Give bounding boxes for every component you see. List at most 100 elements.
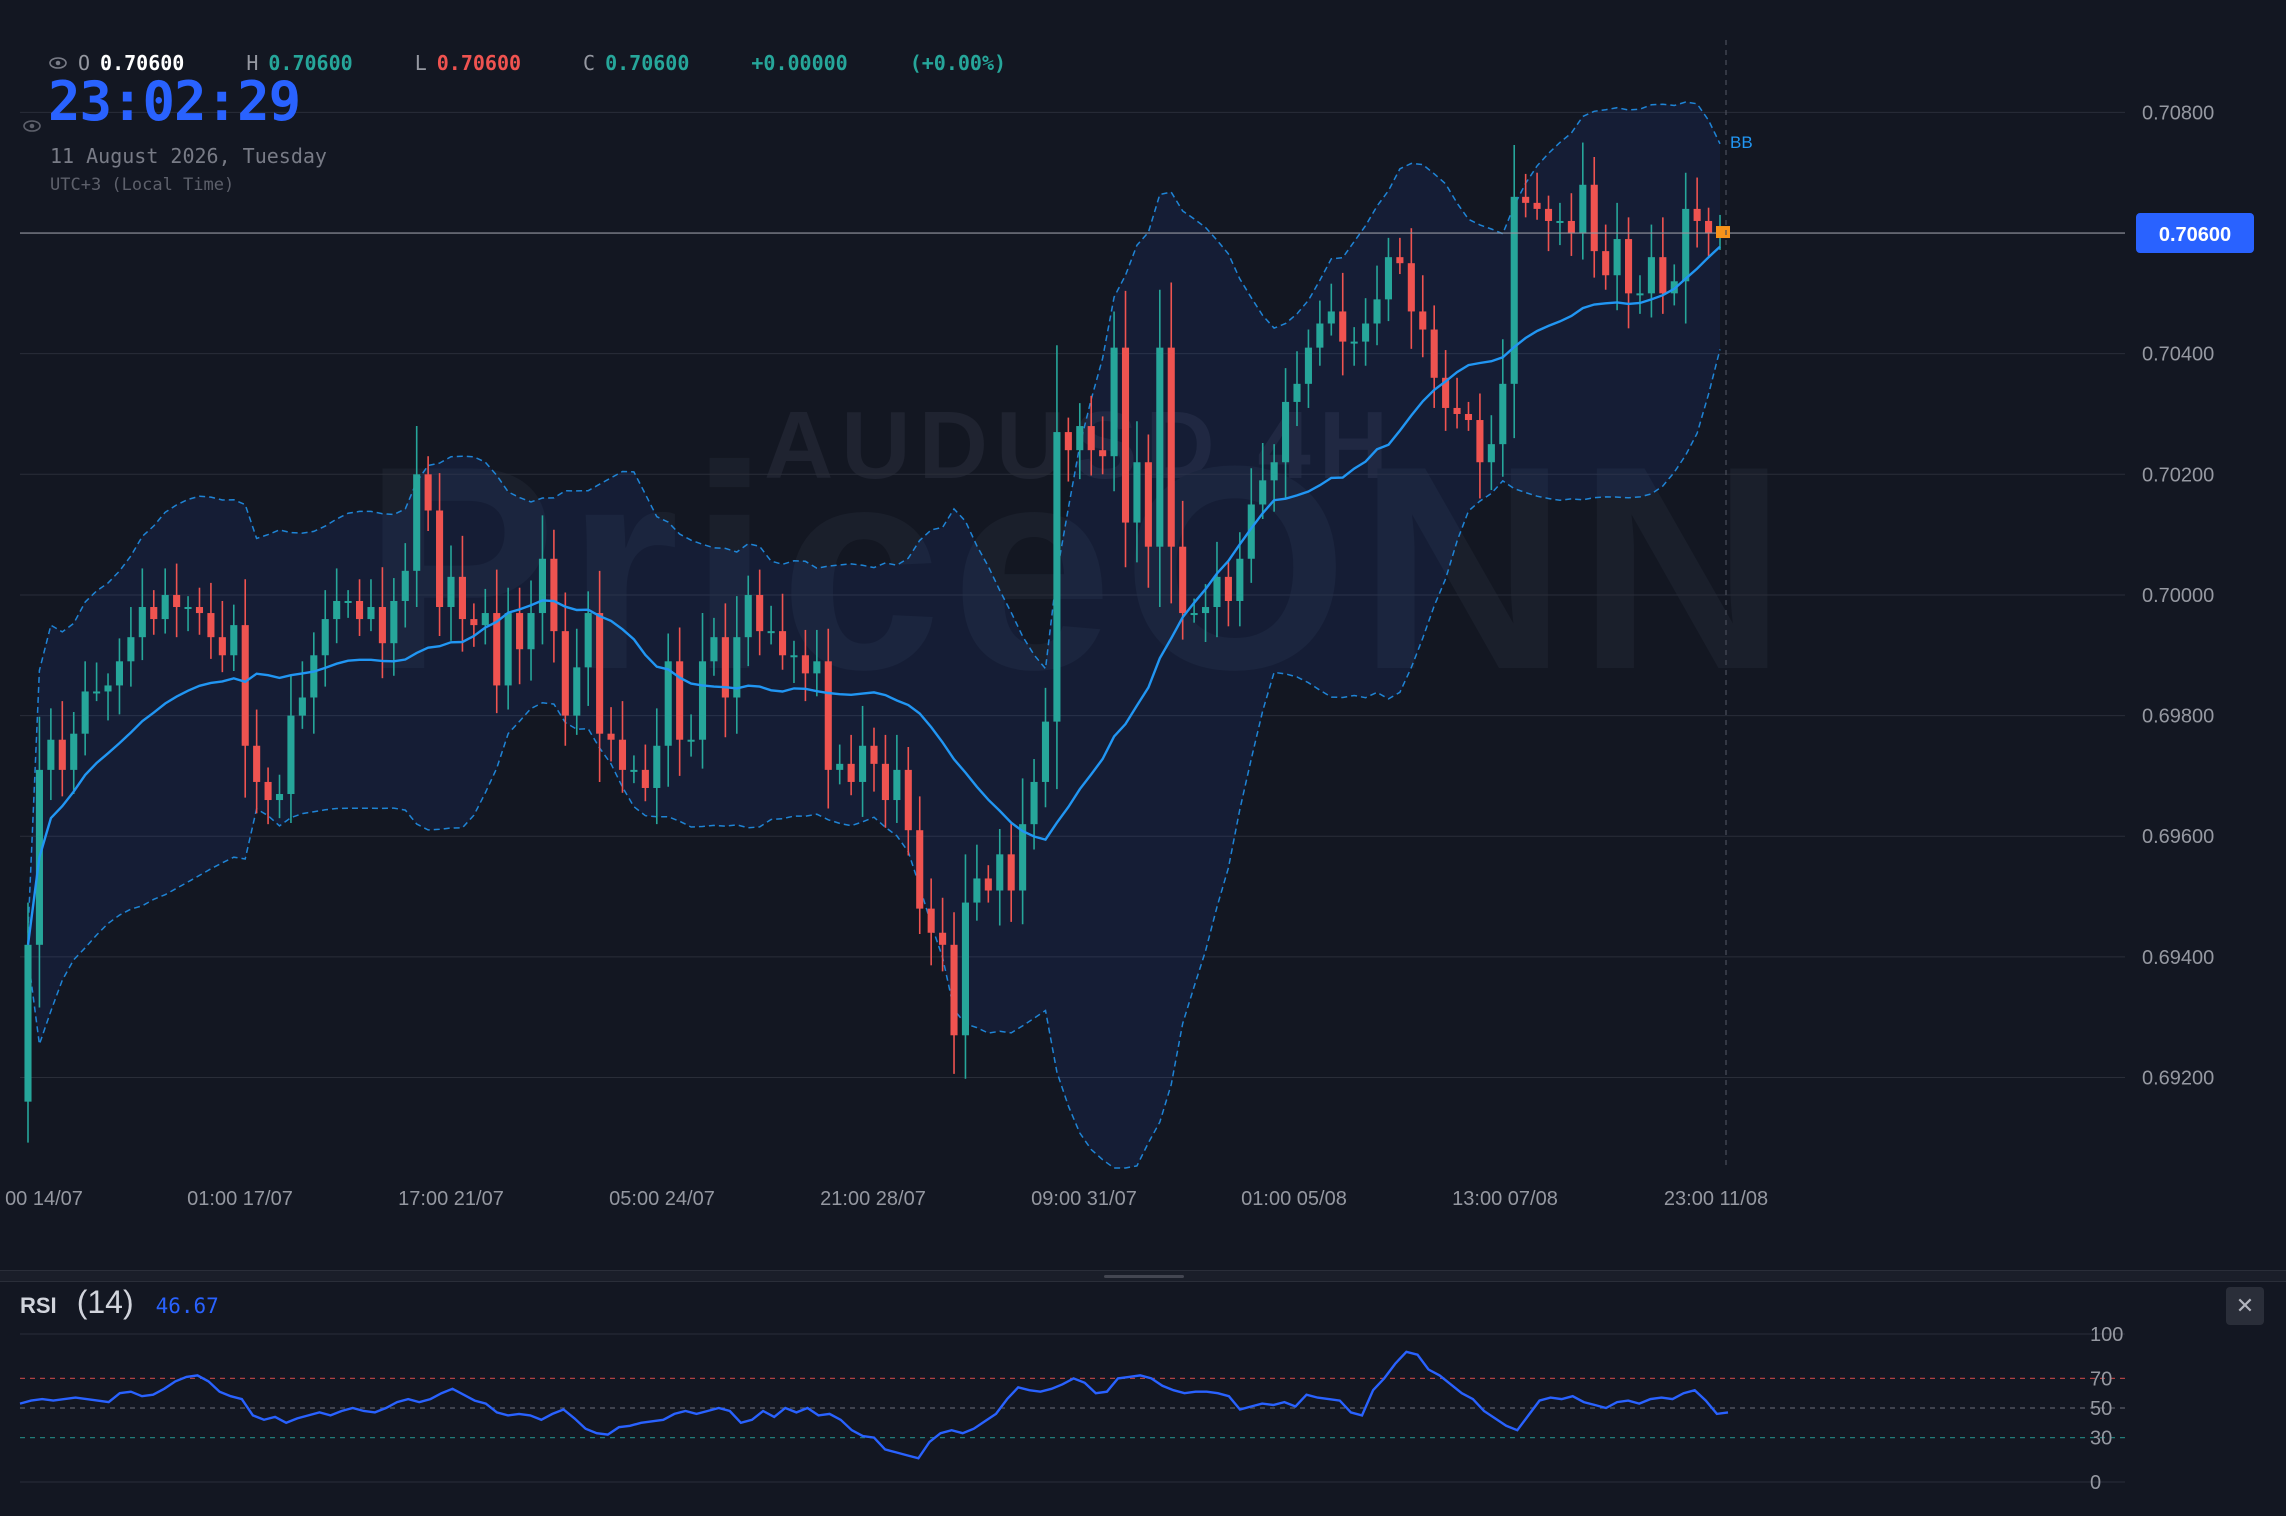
candle-body <box>184 607 192 610</box>
candle <box>241 579 249 798</box>
candle <box>698 613 707 769</box>
candle-body <box>1339 311 1347 342</box>
candle <box>676 627 684 776</box>
candle-body <box>378 607 386 644</box>
candle <box>1442 350 1450 431</box>
candles <box>24 142 1724 1143</box>
eye-icon[interactable] <box>48 53 68 73</box>
candle <box>1373 265 1381 346</box>
candle-body <box>1556 220 1564 223</box>
candle <box>1384 237 1393 322</box>
candle-body <box>1030 781 1038 825</box>
candle-body <box>1224 576 1232 601</box>
rsi-grid <box>20 1333 2125 1483</box>
candle-body <box>1476 420 1484 463</box>
price-axis[interactable]: 0.70800 0.70600 0.70400 0.70200 0.70000 0.698… <box>20 40 2254 1168</box>
candle <box>561 592 569 746</box>
low-label: L <box>414 51 427 75</box>
candle <box>1499 339 1507 477</box>
candle-body <box>1624 239 1633 294</box>
candle-body <box>618 739 627 770</box>
rsi-tick-label: 100 <box>2090 1324 2123 1346</box>
candle <box>1453 377 1461 429</box>
candle-body <box>1144 462 1152 547</box>
rsi-axis[interactable]: 100 70 50 30 0 <box>2090 1324 2123 1494</box>
rsi-chart[interactable]: 100 70 50 30 0 <box>0 1282 2286 1516</box>
candle-body <box>401 570 409 601</box>
candle <box>527 580 535 681</box>
ohlc-legend: O 0.70600 H 0.70600 L 0.70600 C 0.70600 +0.0… <box>48 48 1068 78</box>
rsi-path <box>19 1350 1729 1460</box>
candle-body <box>241 625 249 746</box>
candle-body <box>447 576 455 608</box>
candle-body <box>195 607 204 614</box>
candle <box>184 596 192 632</box>
candle-body <box>1373 299 1381 324</box>
candle <box>1316 300 1324 366</box>
candle <box>1224 561 1232 627</box>
candle <box>1259 442 1267 519</box>
candle <box>436 473 444 636</box>
candle-body <box>264 781 272 801</box>
candle <box>538 515 547 645</box>
candle <box>264 767 272 825</box>
candle <box>378 567 386 679</box>
candle <box>973 844 981 921</box>
candle <box>1590 157 1598 278</box>
time-tick-label: 13:00 07/08 <box>1452 1188 1558 1210</box>
candle-body <box>1442 377 1450 408</box>
bollinger-basis <box>26 245 1721 945</box>
candle <box>1213 541 1221 638</box>
candle-body <box>1567 220 1575 234</box>
candle-body <box>767 631 775 634</box>
candle <box>904 746 912 856</box>
candle <box>310 632 318 734</box>
candle-body <box>1647 257 1655 294</box>
pane-resize-handle[interactable] <box>0 1270 2286 1282</box>
candle <box>1636 275 1644 314</box>
time-axis[interactable]: 00 14/07 01:00 17/07 17:00 21/07 05:00 24/0… <box>5 1188 1768 1210</box>
candle <box>1019 778 1027 925</box>
candle-body <box>355 600 364 620</box>
candle-body <box>1407 263 1415 312</box>
candle-body <box>1636 293 1644 296</box>
candle <box>424 456 432 532</box>
time-tick-label: 00 14/07 <box>5 1188 83 1210</box>
candle <box>1362 298 1370 366</box>
candle-body <box>1247 504 1255 559</box>
candle <box>756 569 764 656</box>
candle-body <box>1419 311 1427 330</box>
candle <box>58 701 66 797</box>
candle-body <box>367 607 375 620</box>
candle-body <box>1350 341 1358 344</box>
candle-body <box>824 661 832 770</box>
candle-body <box>230 625 238 656</box>
candle-body <box>1213 576 1221 608</box>
price-chart[interactable]: AUDUSD 4H PriceONN 0.708000.706000.70400… <box>0 0 2286 1270</box>
candle-body <box>950 944 958 1036</box>
candle <box>939 897 947 972</box>
candle-body <box>516 613 524 650</box>
time-tick-label: 05:00 24/07 <box>609 1188 715 1210</box>
candle <box>641 744 649 802</box>
candle <box>1133 421 1141 563</box>
candle-body <box>1087 426 1095 451</box>
open-label: O <box>78 51 91 75</box>
candle-body <box>1613 239 1621 276</box>
candle <box>596 570 604 782</box>
eye-icon[interactable] <box>22 116 42 136</box>
price-tick-label: 0.70000 <box>2142 585 2214 607</box>
candle-body <box>1579 184 1587 234</box>
candle-body <box>733 637 741 698</box>
candle <box>1567 193 1575 256</box>
close-icon: ✕ <box>2235 1293 2255 1318</box>
candle <box>1053 345 1061 790</box>
candle-body <box>1110 347 1118 457</box>
candle <box>870 727 878 792</box>
candle-body <box>275 794 284 801</box>
time-tick-label: 21:00 28/07 <box>820 1188 926 1210</box>
candle <box>813 629 821 697</box>
candle <box>1613 202 1621 311</box>
high-label: H <box>246 51 259 75</box>
close-rsi-button[interactable]: ✕ <box>2226 1287 2264 1325</box>
